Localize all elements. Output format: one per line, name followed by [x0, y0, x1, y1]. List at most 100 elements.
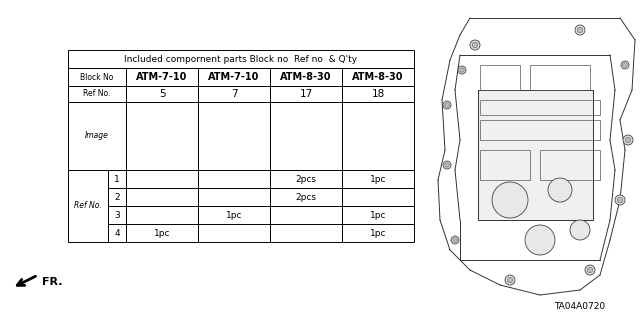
- Circle shape: [353, 123, 362, 132]
- Text: 5: 5: [159, 89, 165, 99]
- Bar: [126, 170, 198, 188]
- Circle shape: [289, 129, 298, 137]
- Ellipse shape: [324, 136, 329, 146]
- Text: ATM-7-10: ATM-7-10: [208, 72, 260, 82]
- Bar: [342, 170, 414, 188]
- Bar: [143, 125, 175, 143]
- Bar: [342, 224, 414, 242]
- Bar: [270, 206, 342, 224]
- Circle shape: [492, 182, 528, 218]
- Circle shape: [525, 225, 555, 255]
- Ellipse shape: [171, 130, 177, 143]
- Bar: [270, 170, 342, 188]
- Circle shape: [625, 137, 631, 143]
- Text: 1pc: 1pc: [226, 211, 243, 219]
- Text: 1pc: 1pc: [370, 211, 387, 219]
- Circle shape: [443, 101, 451, 109]
- Bar: [68, 86, 126, 102]
- Bar: [126, 86, 198, 102]
- Ellipse shape: [396, 136, 401, 146]
- Bar: [108, 170, 126, 188]
- Bar: [304, 130, 328, 146]
- Bar: [108, 224, 126, 242]
- Bar: [126, 188, 198, 206]
- Bar: [270, 102, 342, 170]
- Circle shape: [615, 195, 625, 205]
- Circle shape: [617, 197, 623, 203]
- Bar: [198, 206, 270, 224]
- Circle shape: [360, 129, 369, 137]
- Ellipse shape: [375, 130, 380, 140]
- Text: 2pcs: 2pcs: [296, 192, 317, 202]
- Circle shape: [282, 123, 291, 132]
- Text: 7: 7: [230, 89, 237, 99]
- Bar: [126, 68, 198, 86]
- Circle shape: [443, 161, 451, 169]
- Ellipse shape: [218, 134, 223, 145]
- Circle shape: [470, 40, 480, 50]
- Bar: [108, 188, 126, 206]
- Bar: [198, 170, 270, 188]
- Bar: [217, 119, 247, 137]
- Bar: [198, 86, 270, 102]
- Text: 1: 1: [114, 174, 120, 183]
- Bar: [237, 119, 246, 127]
- Text: ATM-8-30: ATM-8-30: [280, 72, 332, 82]
- Text: Image: Image: [85, 131, 109, 140]
- Circle shape: [623, 135, 633, 145]
- Bar: [108, 206, 126, 224]
- Bar: [540, 150, 600, 180]
- Circle shape: [453, 238, 457, 242]
- Bar: [478, 90, 593, 220]
- Circle shape: [472, 42, 477, 48]
- Text: 3: 3: [114, 211, 120, 219]
- Circle shape: [548, 178, 572, 202]
- Circle shape: [505, 275, 515, 285]
- Circle shape: [570, 220, 590, 240]
- Bar: [342, 206, 414, 224]
- Bar: [198, 224, 270, 242]
- Bar: [342, 86, 414, 102]
- Text: 17: 17: [300, 89, 312, 99]
- Circle shape: [588, 267, 593, 273]
- Circle shape: [363, 131, 367, 135]
- Bar: [270, 224, 342, 242]
- Text: 1pc: 1pc: [154, 228, 170, 238]
- Circle shape: [445, 163, 449, 167]
- Bar: [342, 102, 414, 170]
- Circle shape: [445, 103, 449, 107]
- Bar: [68, 102, 126, 170]
- Ellipse shape: [216, 119, 221, 130]
- Bar: [198, 68, 270, 86]
- Circle shape: [575, 25, 585, 35]
- Circle shape: [284, 126, 288, 130]
- Bar: [270, 86, 342, 102]
- Bar: [68, 170, 108, 242]
- Text: 1pc: 1pc: [370, 228, 387, 238]
- Circle shape: [621, 61, 629, 69]
- Bar: [219, 134, 249, 152]
- Bar: [239, 134, 249, 142]
- Circle shape: [577, 27, 583, 33]
- Circle shape: [291, 131, 295, 135]
- Circle shape: [623, 63, 627, 67]
- Bar: [376, 130, 400, 146]
- Text: Ref No.: Ref No.: [74, 202, 102, 211]
- Bar: [126, 224, 198, 242]
- Text: ATM-7-10: ATM-7-10: [136, 72, 188, 82]
- Text: FR.: FR.: [42, 277, 63, 287]
- Text: 2pcs: 2pcs: [296, 174, 317, 183]
- Bar: [480, 120, 600, 140]
- Circle shape: [458, 66, 466, 74]
- Bar: [270, 188, 342, 206]
- Text: Included compornent parts Block no  Ref no  & Q'ty: Included compornent parts Block no Ref n…: [124, 55, 358, 63]
- Text: 4: 4: [114, 228, 120, 238]
- Bar: [480, 100, 600, 115]
- Text: 2: 2: [114, 192, 120, 202]
- Bar: [68, 50, 414, 68]
- Text: Block No: Block No: [80, 72, 114, 81]
- Bar: [68, 68, 126, 86]
- Circle shape: [356, 126, 360, 130]
- Bar: [342, 68, 414, 86]
- Bar: [126, 102, 198, 170]
